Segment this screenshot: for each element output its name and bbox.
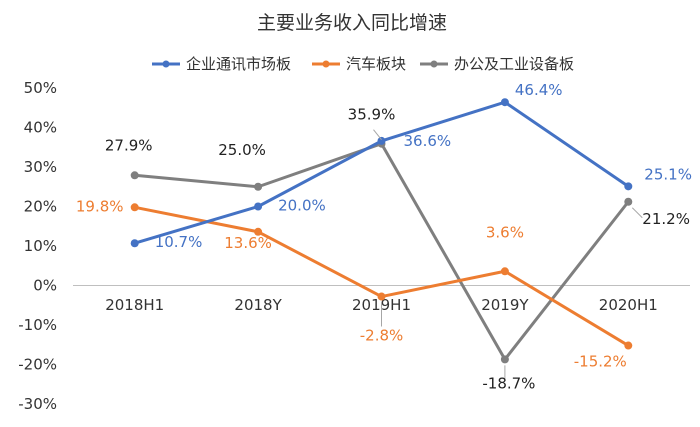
data-labels-layer: 10.7% 20.0% 36.6% 46.4% 25.1% 19.8% 13.6% -2.8%… <box>76 81 692 392</box>
data-point <box>254 227 263 236</box>
y-tick-label: -30% <box>18 395 57 413</box>
data-label: 19.8% <box>76 197 124 215</box>
x-tick-label: 2018Y <box>234 296 282 314</box>
y-tick-label: 20% <box>24 198 57 216</box>
data-point <box>624 182 633 191</box>
data-point <box>130 171 139 180</box>
data-point <box>254 202 263 211</box>
data-label: -18.7% <box>482 374 535 392</box>
data-label: 20.0% <box>278 197 326 215</box>
y-tick-label: 0% <box>33 277 57 295</box>
data-point <box>377 136 386 145</box>
y-tick-label: -10% <box>18 316 57 334</box>
y-tick-label: 50% <box>24 79 57 97</box>
data-point <box>130 239 139 248</box>
y-tick-label: 40% <box>24 119 57 137</box>
legend-label: 办公及工业设备板 <box>454 55 574 73</box>
label-leader-line <box>631 207 643 219</box>
x-axis-ticks: 2018H1 2018Y 2019H1 2019Y 2020H1 <box>105 296 658 314</box>
legend-label: 汽车板块 <box>346 55 406 73</box>
y-axis-ticks: 50% 40% 30% 20% 10% 0% -10% -20% -30% <box>18 79 57 413</box>
x-tick-label: 2019Y <box>481 296 529 314</box>
legend-label: 企业通讯市场板 <box>186 55 291 73</box>
data-point <box>500 267 509 276</box>
watermark-text: 21世纪经济报道 <box>544 376 662 395</box>
data-label: 35.9% <box>348 106 396 124</box>
data-point <box>130 203 139 212</box>
legend-marker <box>430 60 438 68</box>
data-point <box>500 355 509 364</box>
y-tick-label: -20% <box>18 356 57 374</box>
data-label: 21.2% <box>642 210 690 228</box>
label-leader-line <box>373 129 382 141</box>
data-label: 27.9% <box>105 136 153 154</box>
data-label: 46.4% <box>515 81 563 99</box>
data-label: 13.6% <box>224 234 272 252</box>
legend: 企业通讯市场板 汽车板块 办公及工业设备板 <box>152 55 574 73</box>
legend-marker <box>322 60 330 68</box>
y-tick-label: 10% <box>24 237 57 255</box>
data-label: 10.7% <box>155 233 203 251</box>
data-label: 25.0% <box>218 141 266 159</box>
chart-title: 主要业务收入同比增速 <box>257 12 447 34</box>
series-layer <box>130 98 633 364</box>
data-point <box>500 98 509 107</box>
data-point <box>624 197 633 206</box>
data-point <box>624 341 633 350</box>
x-tick-label: 2018H1 <box>105 296 164 314</box>
data-label: 36.6% <box>404 132 452 150</box>
legend-marker <box>162 60 170 68</box>
x-tick-label: 2020H1 <box>599 296 658 314</box>
y-tick-label: 30% <box>24 158 57 176</box>
watermark-subtext: 21ST CENTURY BUSINESS HERALD <box>534 401 671 410</box>
data-label: 3.6% <box>486 223 524 241</box>
data-label: 25.1% <box>644 165 692 183</box>
data-label: -15.2% <box>574 353 627 371</box>
data-point <box>377 292 386 301</box>
data-point <box>254 182 263 191</box>
data-label: -2.8% <box>360 327 404 345</box>
watermark: 21世纪经济报道 21ST CENTURY BUSINESS HERALD <box>534 376 671 410</box>
